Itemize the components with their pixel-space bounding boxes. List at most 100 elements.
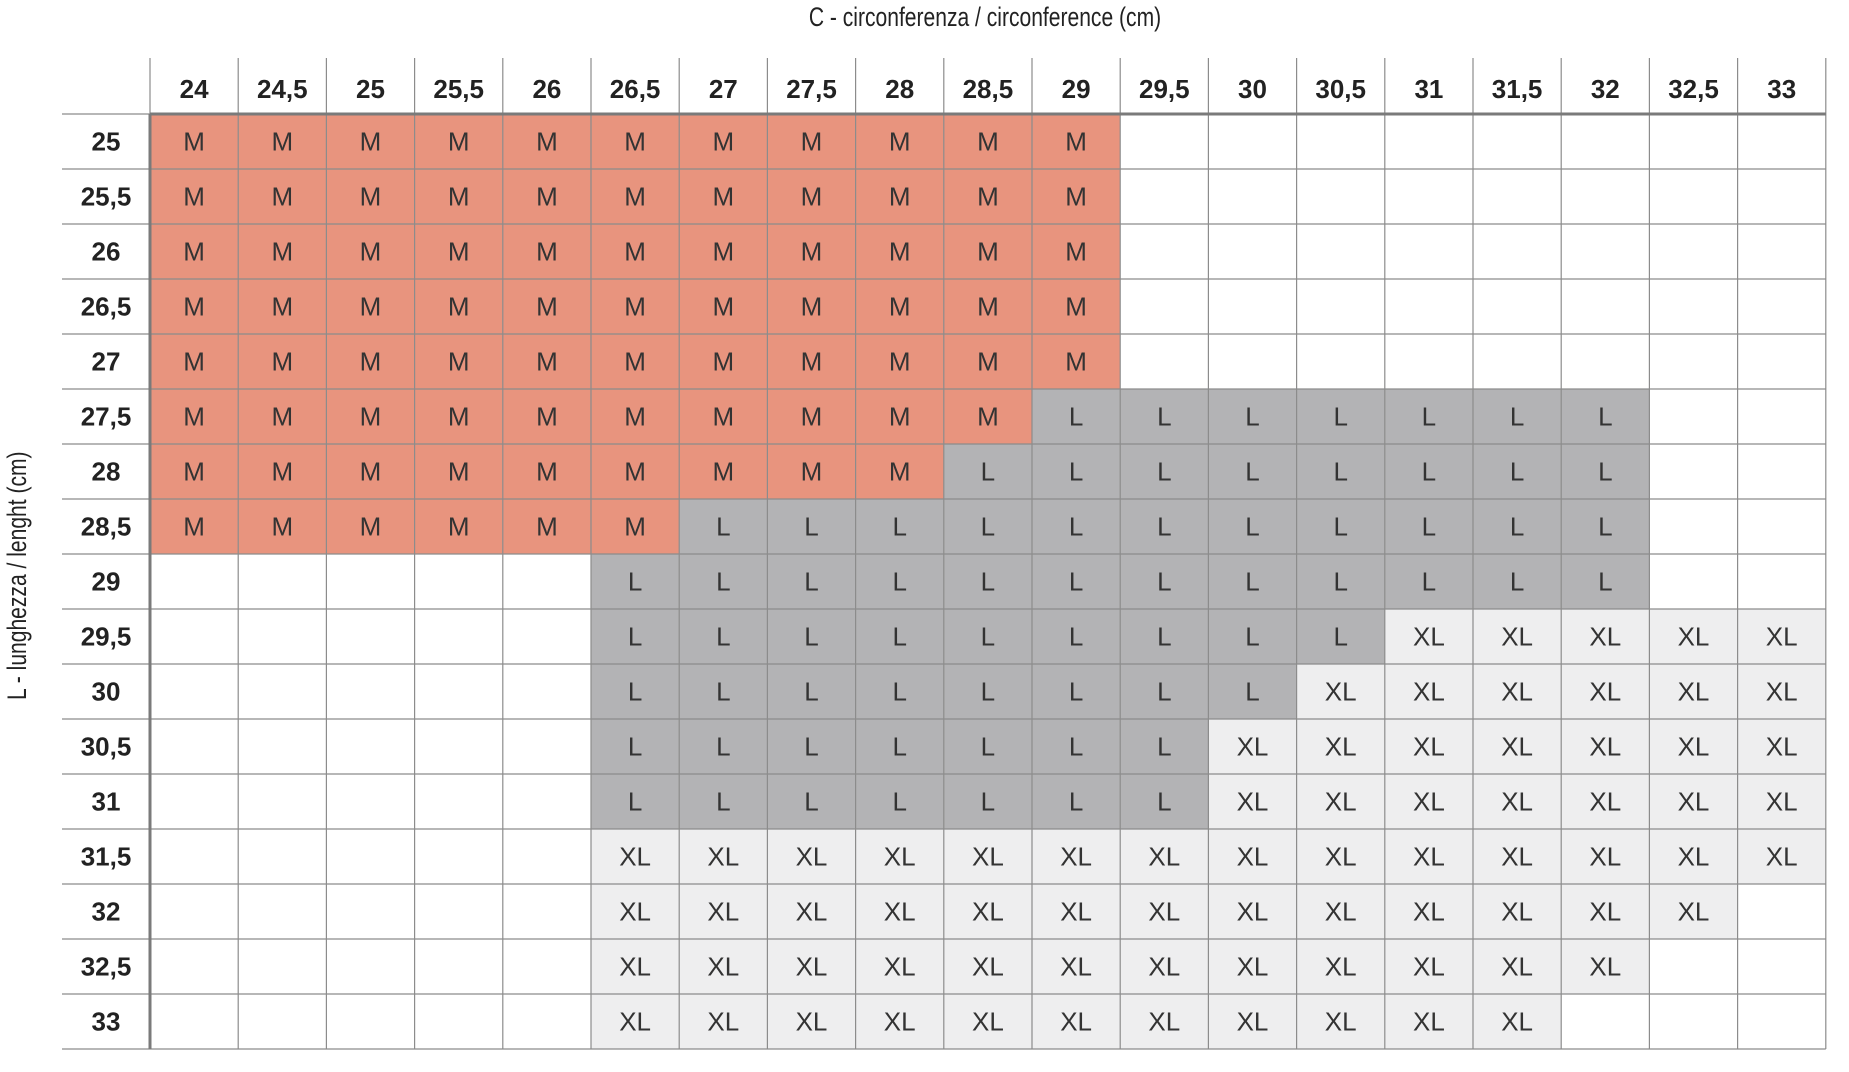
size-label: XL	[707, 842, 739, 872]
cell-fill	[1473, 994, 1562, 1049]
cell-fill	[1120, 719, 1209, 774]
cell-fill	[1384, 279, 1473, 334]
cell-fill	[1296, 609, 1385, 664]
cell-fill	[1120, 994, 1209, 1049]
cell-fill	[150, 939, 239, 994]
cell-fill	[1561, 829, 1650, 884]
size-label: L	[804, 787, 818, 817]
cell-fill	[326, 389, 415, 444]
size-label: M	[360, 292, 382, 322]
cell-fill	[679, 114, 768, 169]
cell-fill	[150, 499, 239, 554]
cell-fill	[238, 444, 327, 499]
cell-fill	[1561, 444, 1650, 499]
cell-fill	[414, 169, 503, 224]
size-label: L	[628, 567, 642, 597]
cell-fill	[591, 609, 680, 664]
size-label: M	[977, 347, 999, 377]
size-label: L	[716, 567, 730, 597]
cell-fill	[1208, 939, 1297, 994]
size-label: M	[977, 402, 999, 432]
cell-fill	[1649, 224, 1738, 279]
cell-fill	[502, 499, 591, 554]
cell-fill	[414, 114, 503, 169]
cell-fill	[1384, 829, 1473, 884]
cell-fill	[1384, 774, 1473, 829]
cell-fill	[1649, 719, 1738, 774]
size-label: L	[1069, 402, 1083, 432]
size-label: L	[1245, 622, 1259, 652]
size-label: M	[624, 457, 646, 487]
cell-fill	[150, 719, 239, 774]
cell-fill	[679, 169, 768, 224]
cell-fill	[150, 664, 239, 719]
size-label: M	[448, 182, 470, 212]
cell-fill	[326, 939, 415, 994]
size-label: M	[536, 512, 558, 542]
cell-fill	[502, 829, 591, 884]
cell-fill	[502, 939, 591, 994]
cell-fill	[1120, 389, 1209, 444]
cell-fill	[238, 939, 327, 994]
cell-fill	[238, 884, 327, 939]
cell-fill	[1208, 829, 1297, 884]
cell-fill	[1561, 939, 1650, 994]
cell-fill	[679, 829, 768, 884]
cell-fill	[767, 774, 856, 829]
cell-fill	[1649, 334, 1738, 389]
cell-fill	[943, 664, 1032, 719]
cell-fill	[1208, 499, 1297, 554]
cell-fill	[1649, 774, 1738, 829]
cell-fill	[1473, 114, 1562, 169]
size-label: M	[183, 182, 205, 212]
size-label: M	[712, 182, 734, 212]
size-label: M	[801, 292, 823, 322]
cell-fill	[679, 664, 768, 719]
cell-fill	[150, 884, 239, 939]
cell-fill	[1208, 389, 1297, 444]
column-header: 25	[356, 74, 385, 104]
cell-fill	[1561, 609, 1650, 664]
cell-fill	[238, 994, 327, 1049]
cell-fill	[1473, 499, 1562, 554]
cell-fill	[1208, 994, 1297, 1049]
cell-fill	[1737, 499, 1826, 554]
cell-fill	[1561, 224, 1650, 279]
cell-fill	[1296, 389, 1385, 444]
cell-fill	[855, 334, 944, 389]
x-axis-title: C - circonferenza / circonference (cm)	[808, 2, 1162, 32]
size-label: XL	[796, 1007, 828, 1037]
size-label: XL	[1678, 787, 1710, 817]
size-label: L	[1069, 512, 1083, 542]
cell-fill	[1737, 389, 1826, 444]
size-label: XL	[1060, 1007, 1092, 1037]
cell-fill	[943, 609, 1032, 664]
cell-fill	[238, 609, 327, 664]
cell-fill	[502, 994, 591, 1049]
row-header: 30,5	[81, 732, 132, 762]
cell-fill	[591, 939, 680, 994]
size-label: L	[1510, 402, 1524, 432]
column-header: 31	[1414, 74, 1443, 104]
cell-fill	[767, 719, 856, 774]
cell-fill	[1737, 719, 1826, 774]
size-label: M	[360, 127, 382, 157]
cell-fill	[1032, 279, 1121, 334]
cell-fill	[238, 389, 327, 444]
size-label: M	[712, 292, 734, 322]
cell-fill	[767, 664, 856, 719]
size-label: L	[1157, 567, 1171, 597]
size-label: M	[183, 457, 205, 487]
cell-fill	[502, 169, 591, 224]
size-label: M	[889, 347, 911, 377]
size-label: XL	[1501, 897, 1533, 927]
size-label: XL	[796, 842, 828, 872]
size-label: XL	[972, 1007, 1004, 1037]
size-label: M	[977, 127, 999, 157]
cell-fill	[855, 664, 944, 719]
size-label: L	[1333, 512, 1347, 542]
size-label: XL	[884, 897, 916, 927]
cell-fill	[679, 334, 768, 389]
cell-fill	[1032, 389, 1121, 444]
cell-fill	[767, 169, 856, 224]
